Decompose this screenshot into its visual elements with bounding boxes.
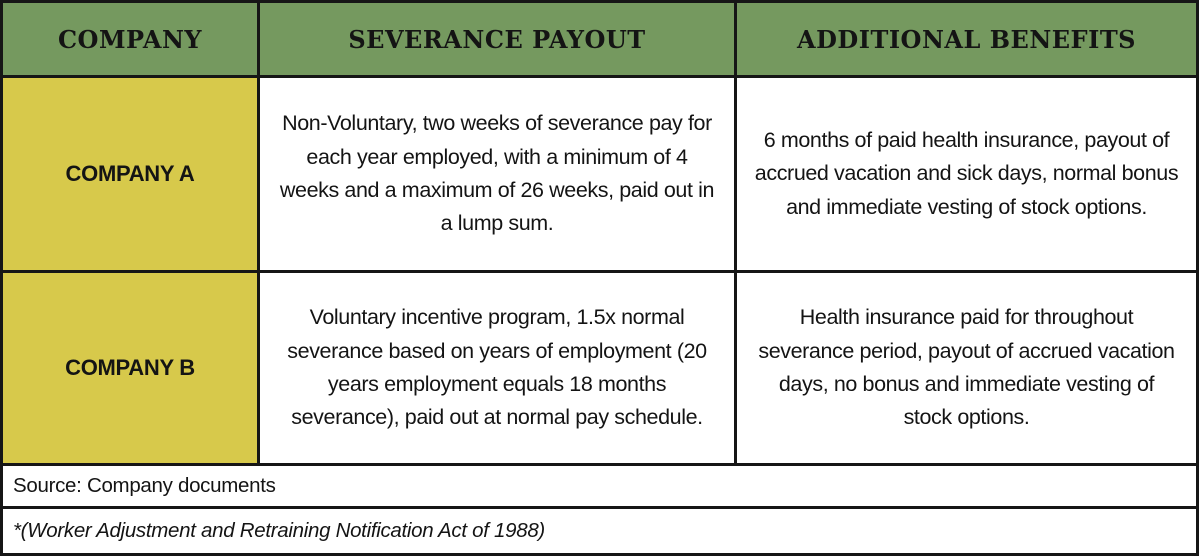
column-header-additional-benefits: ADDITIONAL BENEFITS	[737, 3, 1196, 75]
company-b-label: COMPANY B	[3, 273, 257, 463]
footnote-warn-act: *(Worker Adjustment and Retraining Notif…	[3, 509, 1196, 553]
column-header-company: COMPANY	[3, 3, 257, 75]
company-a-benefits-cell: 6 months of paid health insurance, payou…	[737, 78, 1196, 270]
company-a-label: COMPANY A	[3, 78, 257, 270]
company-b-benefits-cell: Health insurance paid for throughout sev…	[737, 273, 1196, 463]
source-note: Source: Company documents	[3, 466, 1196, 506]
company-a-severance-cell: Non-Voluntary, two weeks of severance pa…	[260, 78, 734, 270]
company-b-severance-cell: Voluntary incentive program, 1.5x normal…	[260, 273, 734, 463]
column-header-severance-payout: SEVERANCE PAYOUT	[260, 3, 734, 75]
